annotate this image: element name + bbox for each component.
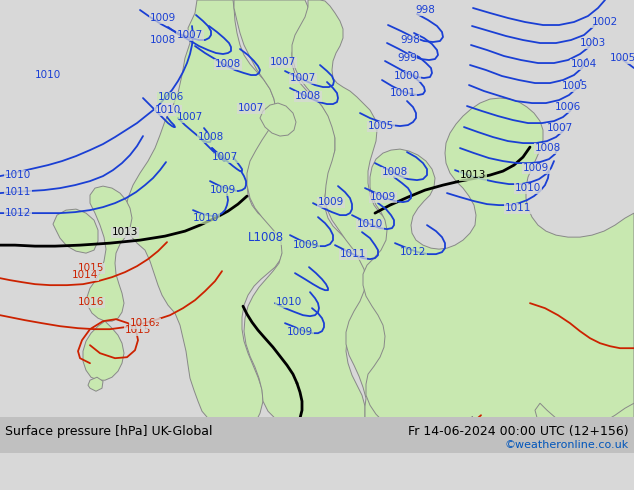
Text: Fr 14-06-2024 00:00 UTC (12+156): Fr 14-06-2024 00:00 UTC (12+156) xyxy=(408,425,629,438)
Text: 1003: 1003 xyxy=(580,38,606,48)
Text: 1010: 1010 xyxy=(35,70,61,80)
Polygon shape xyxy=(234,0,368,441)
Polygon shape xyxy=(363,98,634,453)
Text: 1002: 1002 xyxy=(592,17,618,27)
Text: 1011: 1011 xyxy=(505,203,531,213)
Text: 1014: 1014 xyxy=(405,434,431,444)
Text: 1008: 1008 xyxy=(198,132,224,142)
Text: 1009: 1009 xyxy=(318,197,344,207)
Text: 1009: 1009 xyxy=(523,163,549,173)
Text: 1010: 1010 xyxy=(276,297,302,307)
Text: 1008: 1008 xyxy=(382,167,408,177)
Text: 1005: 1005 xyxy=(562,81,588,91)
Text: 1010: 1010 xyxy=(515,183,541,193)
Text: 1007: 1007 xyxy=(238,103,264,113)
Text: 1005: 1005 xyxy=(610,53,634,63)
Text: 998: 998 xyxy=(415,5,435,15)
Text: 1015: 1015 xyxy=(125,325,152,335)
Text: 1007: 1007 xyxy=(212,152,238,162)
Text: 1006: 1006 xyxy=(555,102,581,112)
Text: 1007: 1007 xyxy=(290,73,316,83)
Text: 1007: 1007 xyxy=(177,112,204,122)
Text: 1010: 1010 xyxy=(5,170,31,180)
Text: 1005: 1005 xyxy=(368,121,394,131)
Polygon shape xyxy=(260,103,296,136)
Text: 1007: 1007 xyxy=(177,30,204,40)
Text: 1016: 1016 xyxy=(78,297,105,307)
Text: 1012: 1012 xyxy=(400,247,427,257)
Text: 1009: 1009 xyxy=(150,13,176,23)
Text: 1001: 1001 xyxy=(390,88,417,98)
Text: 999: 999 xyxy=(397,53,417,63)
Text: 1013: 1013 xyxy=(460,170,486,180)
Polygon shape xyxy=(53,209,98,253)
Text: 1011: 1011 xyxy=(5,187,31,197)
Text: 1009: 1009 xyxy=(210,185,236,195)
Polygon shape xyxy=(585,431,600,445)
Text: 1009: 1009 xyxy=(293,240,320,250)
Text: Surface pressure [hPa] UK-Global: Surface pressure [hPa] UK-Global xyxy=(5,425,212,438)
Text: 1004: 1004 xyxy=(571,59,597,69)
Text: 1007: 1007 xyxy=(547,123,573,133)
Text: 1009: 1009 xyxy=(370,192,396,202)
Polygon shape xyxy=(535,403,634,453)
Text: 1008: 1008 xyxy=(535,143,561,153)
Polygon shape xyxy=(125,0,283,433)
Text: 1006: 1006 xyxy=(158,92,184,102)
Text: 1007: 1007 xyxy=(270,57,296,67)
Text: 1010: 1010 xyxy=(193,213,219,223)
Polygon shape xyxy=(292,0,472,453)
Text: 1009: 1009 xyxy=(287,327,313,337)
Text: L1008: L1008 xyxy=(248,231,284,244)
Polygon shape xyxy=(83,321,124,380)
Polygon shape xyxy=(88,377,103,391)
Text: 1011: 1011 xyxy=(340,249,366,259)
Text: ©weatheronline.co.uk: ©weatheronline.co.uk xyxy=(505,440,629,450)
Text: 1013: 1013 xyxy=(112,227,138,237)
Text: 1010: 1010 xyxy=(155,105,181,115)
Text: 1008: 1008 xyxy=(295,91,321,101)
Text: 1012: 1012 xyxy=(5,208,31,218)
Text: 1010: 1010 xyxy=(357,219,383,229)
Text: 1013: 1013 xyxy=(303,423,330,433)
Text: 1015: 1015 xyxy=(78,263,105,273)
Text: 1008: 1008 xyxy=(215,59,242,69)
Bar xyxy=(0,417,634,453)
Text: 1014: 1014 xyxy=(72,270,98,280)
Text: 998: 998 xyxy=(400,35,420,45)
Polygon shape xyxy=(87,186,132,321)
Text: 1008: 1008 xyxy=(150,35,176,45)
Text: 1000: 1000 xyxy=(394,71,420,81)
Text: 1016₂: 1016₂ xyxy=(130,318,160,328)
